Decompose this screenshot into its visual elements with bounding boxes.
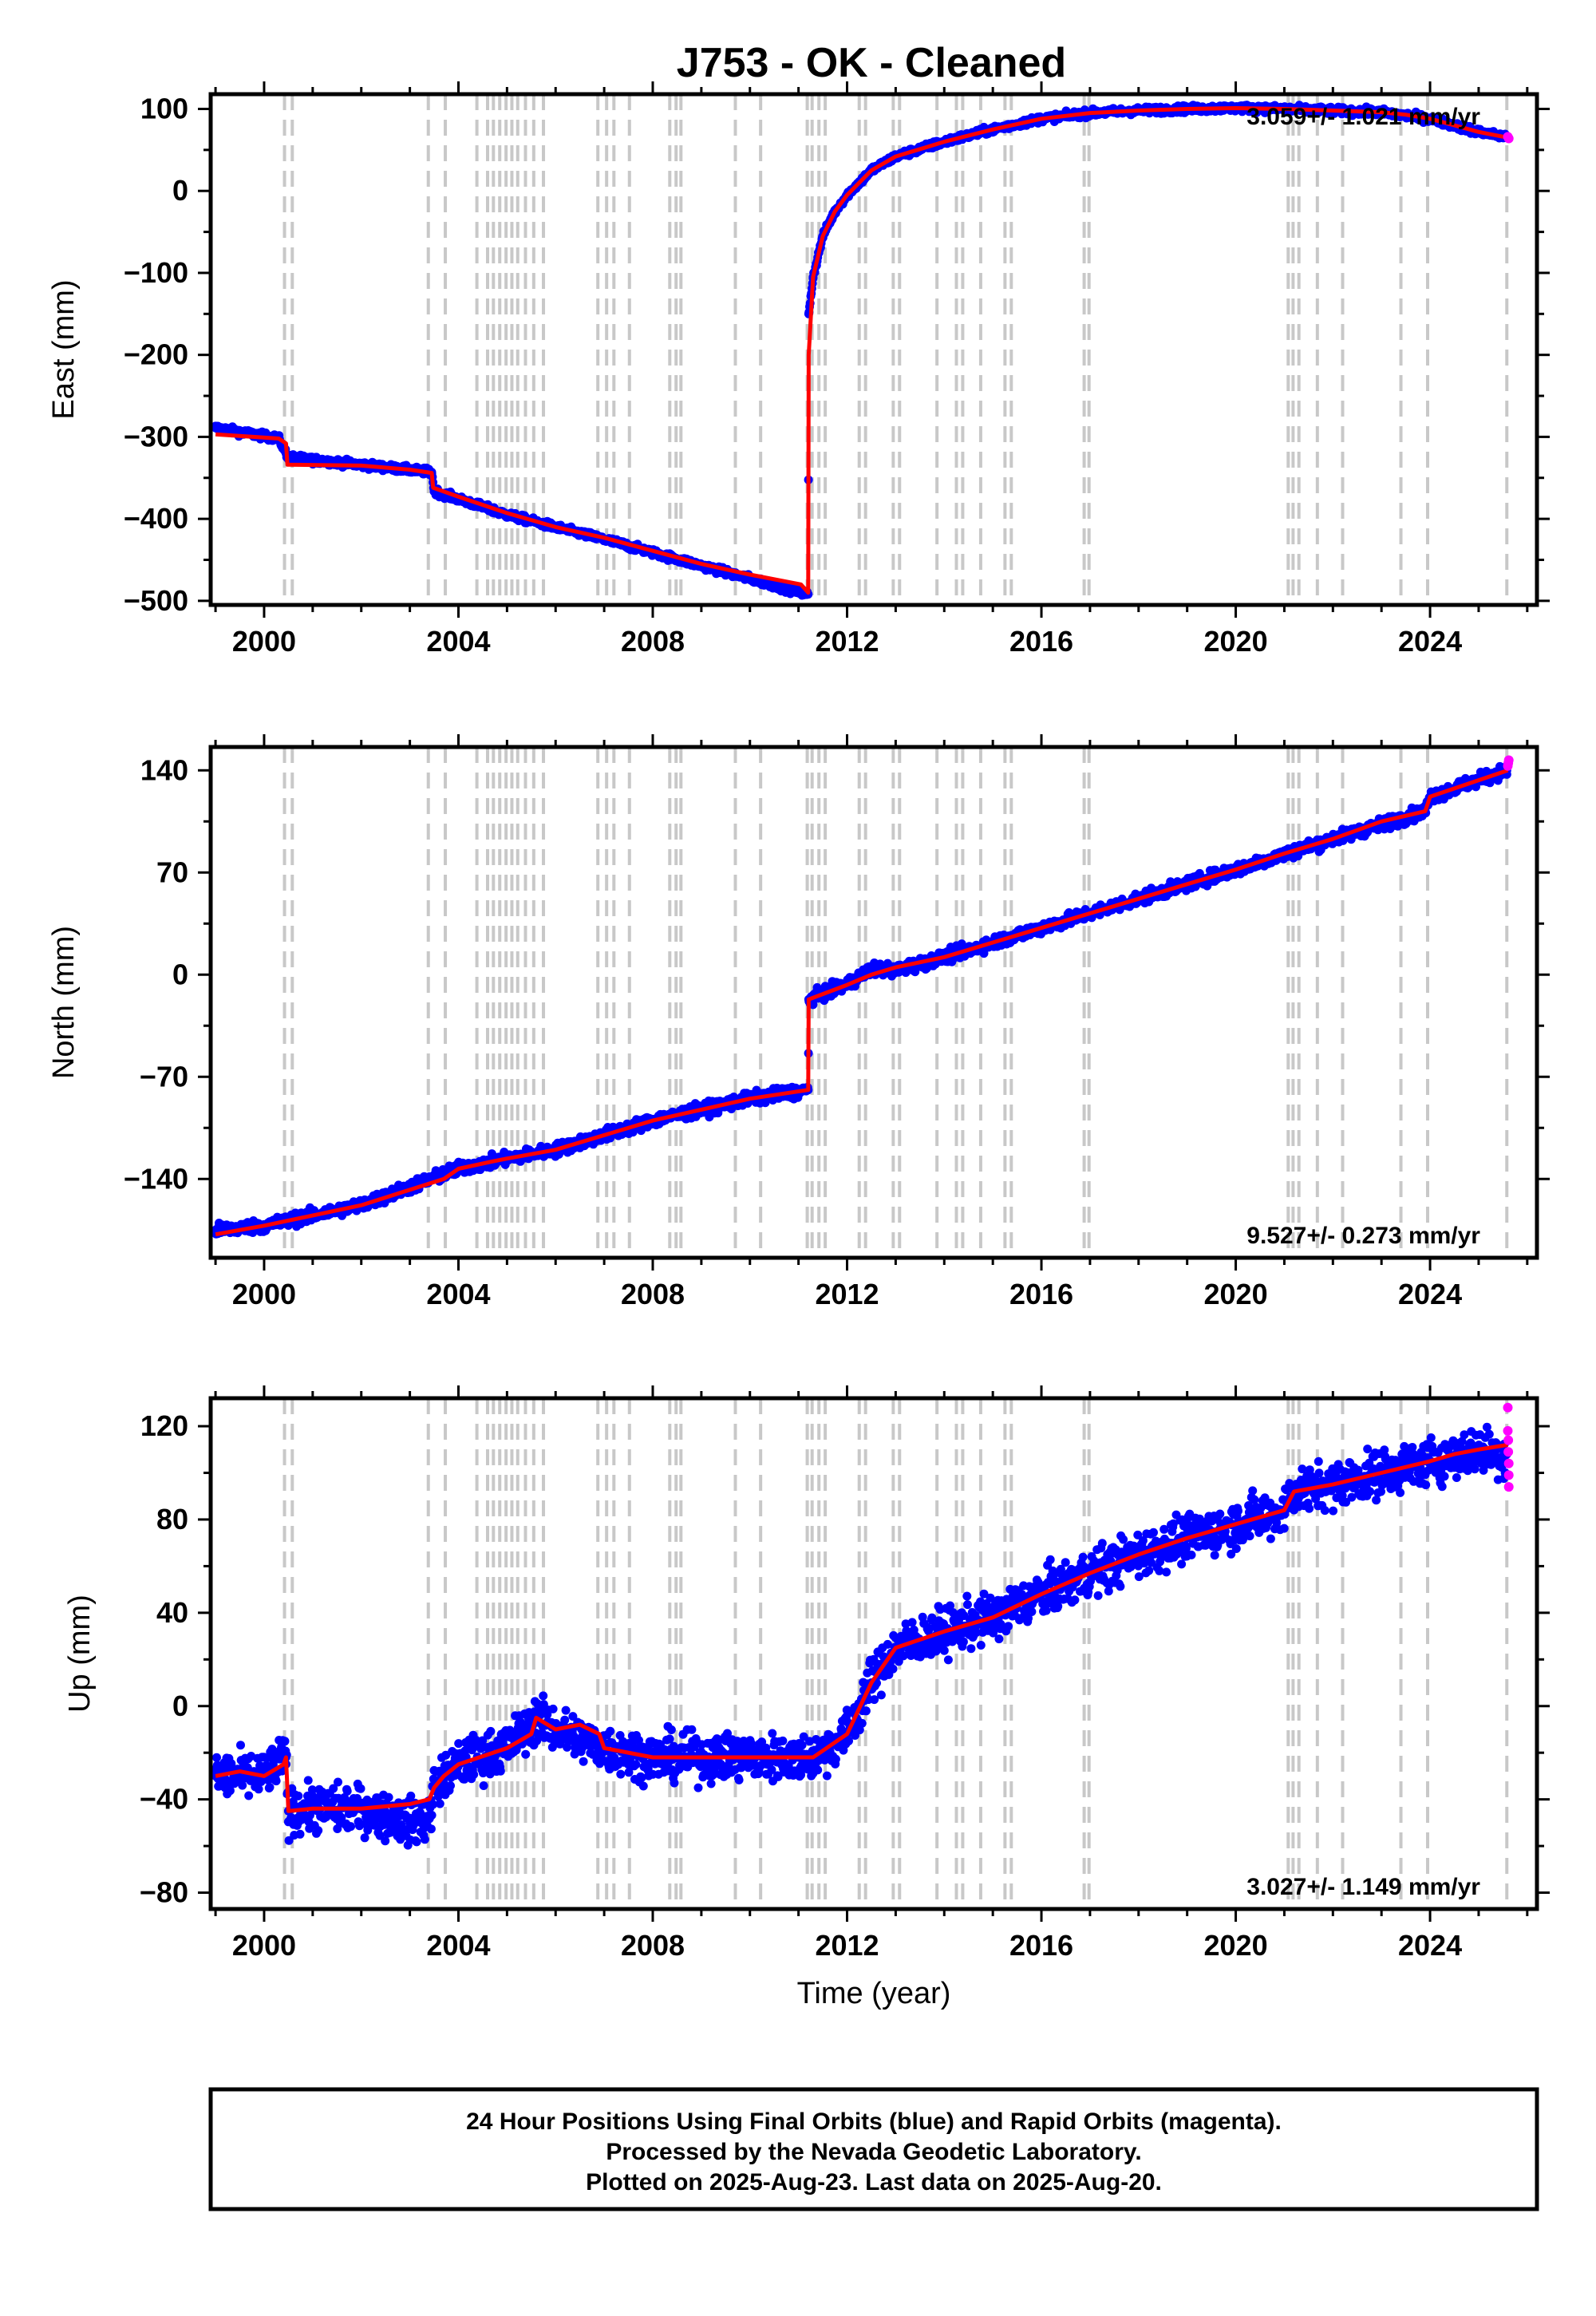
- x-tick-label: 2008: [621, 1278, 685, 1310]
- x-tick-label: 2000: [232, 1278, 296, 1310]
- final-orbit-point: [243, 1763, 252, 1773]
- final-orbit-point: [212, 1753, 221, 1762]
- y-tick-label: −300: [124, 420, 188, 453]
- x-tick-label: 2020: [1204, 625, 1268, 658]
- final-orbit-point: [294, 1791, 303, 1800]
- y-tick-label: 70: [156, 856, 188, 888]
- x-tick-label: 2004: [426, 1278, 490, 1310]
- final-orbit-point: [271, 1777, 281, 1786]
- y-tick-label: −200: [124, 338, 188, 371]
- x-tick-label: 2024: [1398, 1278, 1462, 1310]
- y-tick-label: 0: [172, 174, 188, 207]
- x-tick-label: 2020: [1204, 1278, 1268, 1310]
- rapid-orbit-points: [1503, 132, 1514, 144]
- x-tick-label: 2008: [621, 625, 685, 658]
- final-orbit-point: [284, 1836, 294, 1845]
- y-axis-label: East (mm): [47, 279, 81, 419]
- final-orbit-point: [211, 423, 220, 433]
- final-orbit-point: [295, 1829, 305, 1839]
- rate-label: 9.527+/- 0.273 mm/yr: [1246, 1223, 1480, 1249]
- y-tick-label: 140: [140, 753, 188, 786]
- model-fit-line: [215, 106, 1508, 595]
- rapid-orbit-point: [1503, 133, 1514, 144]
- final-orbit-point: [236, 1741, 245, 1750]
- panel-frame: [208, 92, 1539, 607]
- final-orbit-point: [280, 1737, 290, 1746]
- final-orbit-point: [238, 1780, 247, 1790]
- panels: 2000 2004 2008 2012 2016 2020 2024 −500 −400 −300…: [47, 81, 1550, 2010]
- final-orbit-point: [867, 964, 876, 974]
- panel-east: 2000 2004 2008 2012 2016 2020 2024 −500 −400 −300…: [47, 81, 1550, 658]
- data-layer: [211, 1402, 1514, 1850]
- x-tick-label: 2012: [815, 625, 879, 658]
- y-tick-label: 0: [172, 958, 188, 990]
- y-tick-label: −140: [124, 1162, 188, 1195]
- final-orbit-point: [227, 1759, 236, 1769]
- x-tick-label: 2000: [232, 625, 296, 658]
- x-tick-label: 2024: [1398, 625, 1462, 658]
- rapid-orbit-point: [1503, 755, 1514, 765]
- y-tick-label: 100: [140, 92, 188, 124]
- y-tick-label: −100: [124, 256, 188, 289]
- final-orbit-point: [254, 1784, 263, 1794]
- x-tick-label: 2016: [1009, 1278, 1073, 1310]
- final-orbit-point: [225, 1786, 235, 1796]
- final-orbit-point: [244, 1791, 254, 1800]
- y-axis-label: North (mm): [47, 926, 81, 1079]
- panel-up: 2000 2004 2008 2012 2016 2020 2024−80−40040801…: [63, 1385, 1550, 2010]
- event-lines: [282, 747, 1509, 1258]
- rate-label: 3.059+/- 1.021 mm/yr: [1246, 104, 1480, 130]
- y-tick-label: −70: [140, 1060, 188, 1093]
- data-layer: [211, 755, 1514, 1239]
- final-orbit-point: [979, 949, 989, 958]
- y-tick-label: −500: [124, 584, 188, 617]
- y-tick-label: −400: [124, 502, 188, 535]
- panel-frame: [208, 745, 1539, 1260]
- event-lines: [282, 94, 1509, 605]
- model-fit-line: [215, 768, 1509, 1237]
- x-tick-label: 2004: [426, 625, 490, 658]
- rapid-orbit-points: [1503, 755, 1514, 771]
- data-layer: [211, 101, 1514, 600]
- panel-north: 2000 2004 2008 2012 2016 2020 2024 −140 −70 0 70 14…: [47, 734, 1550, 1310]
- figure-title: J753 - OK - Cleaned: [677, 40, 1066, 86]
- x-tick-label: 2012: [815, 1278, 879, 1310]
- x-tick-label: 2016: [1009, 625, 1073, 658]
- final-orbit-point: [265, 1783, 275, 1792]
